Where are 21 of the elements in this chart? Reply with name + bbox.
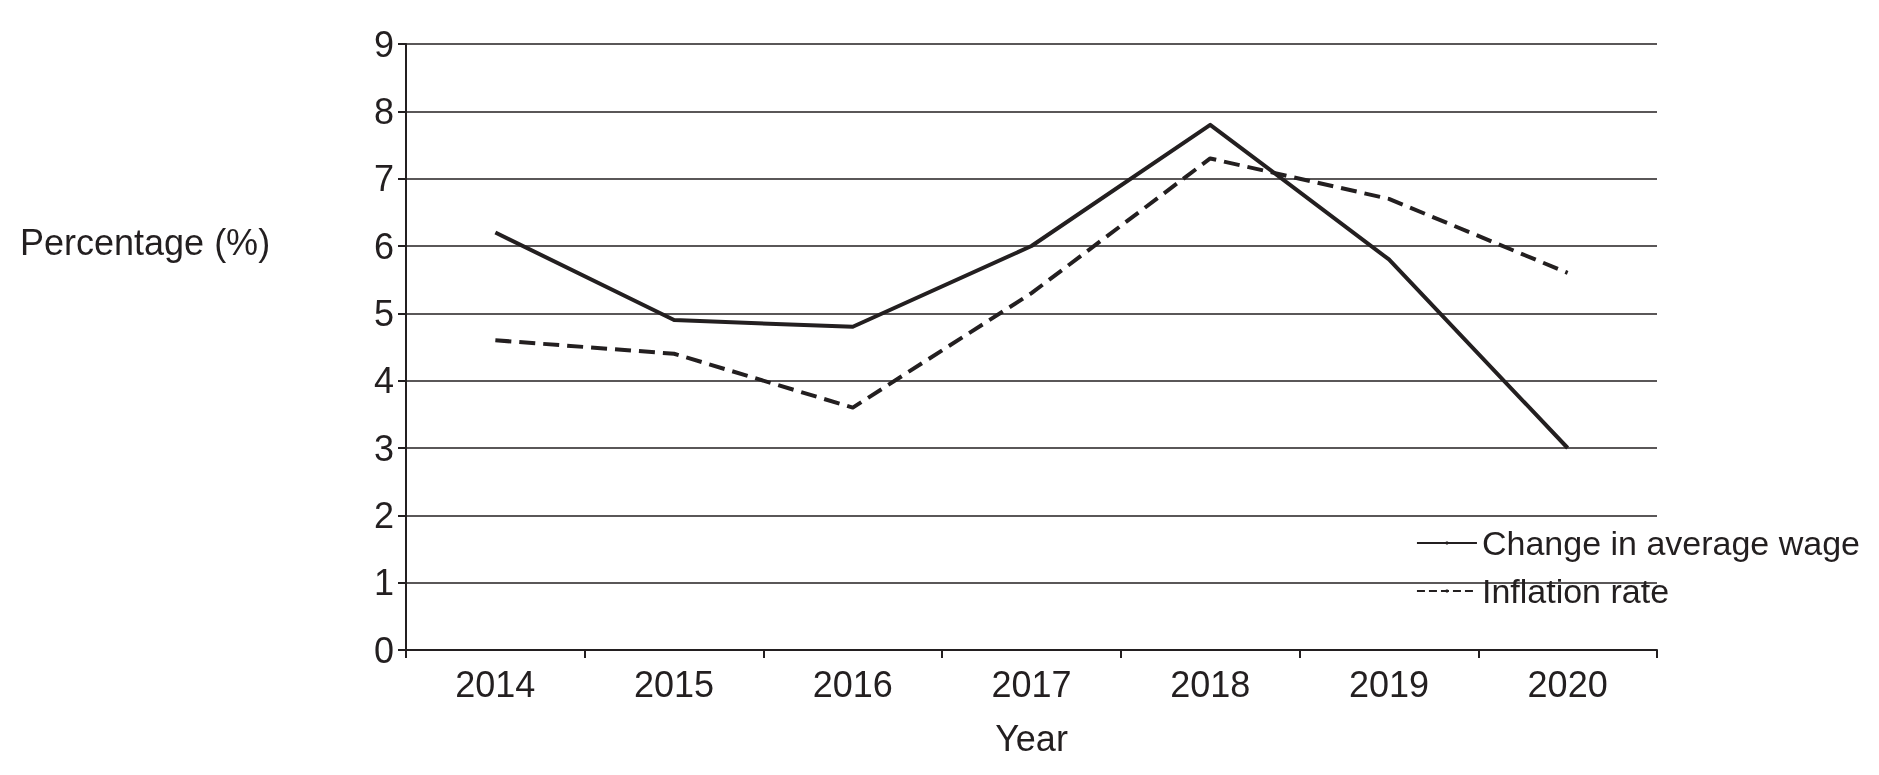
y-tick-label: 0: [373, 629, 394, 671]
x-tick-label: 2015: [634, 663, 715, 705]
y-tick-label: 8: [373, 90, 394, 132]
x-tick-label: 2017: [991, 663, 1072, 705]
y-tick-label: 6: [373, 225, 394, 267]
y-tick-label: 1: [373, 562, 394, 604]
x-tick-label: 2020: [1527, 663, 1608, 705]
x-tick-label: 2014: [455, 663, 536, 705]
legend-label: Inflation rate: [1481, 572, 1670, 610]
y-tick-label: 9: [373, 23, 394, 65]
x-axis-title: Year: [995, 717, 1068, 759]
y-tick-label: 7: [373, 158, 394, 200]
x-tick-label: 2019: [1348, 663, 1429, 705]
y-tick-label: 5: [373, 292, 394, 334]
y-tick-label: 2: [373, 494, 394, 536]
legend-label: Change in average wage: [1481, 524, 1861, 562]
y-axis-title: Percentage (%): [20, 221, 271, 263]
y-tick-label: 3: [373, 427, 394, 469]
y-tick-label: 4: [373, 360, 394, 402]
x-tick-label: 2016: [812, 663, 893, 705]
x-tick-label: 2018: [1170, 663, 1251, 705]
